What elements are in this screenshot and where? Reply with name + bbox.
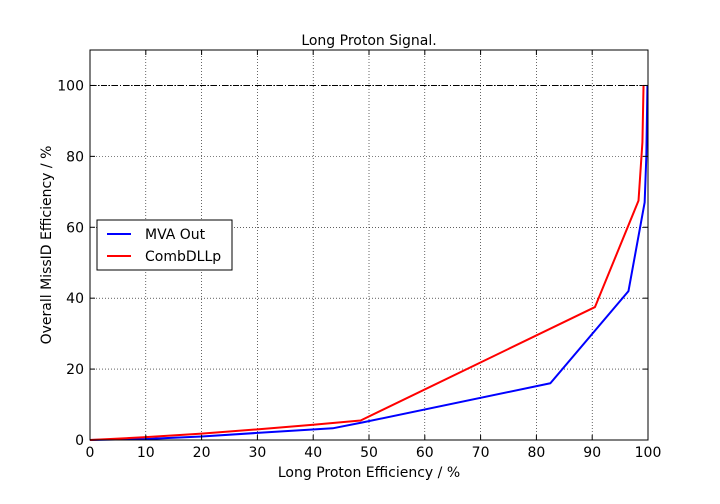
y-tick-label: 0 — [75, 433, 84, 449]
y-tick-label: 60 — [66, 220, 84, 236]
x-tick-label: 0 — [86, 445, 95, 461]
x-tick-label: 10 — [137, 445, 155, 461]
ticks: 0 10 20 30 40 50 60 70 80 90 100 0 20 40 60 80 100 — [57, 50, 661, 461]
x-axis-label: Long Proton Efficiency / % — [278, 465, 460, 481]
series-line-combdllp — [89, 85, 645, 441]
y-axis-label: Overall MissID Efficiency / % — [39, 146, 55, 345]
y-tick-label: 20 — [66, 362, 84, 378]
x-tick-label: 70 — [472, 445, 490, 461]
x-tick-label: 100 — [635, 445, 662, 461]
x-tick-label: 80 — [527, 445, 545, 461]
y-tick-label: 80 — [66, 149, 84, 165]
x-tick-label: 50 — [360, 445, 378, 461]
series-line-mva-out — [89, 85, 649, 441]
series-layer — [89, 85, 649, 441]
x-tick-label: 60 — [416, 445, 434, 461]
legend: MVA Out CombDLLp — [96, 219, 233, 271]
legend-box — [96, 219, 233, 271]
x-tick-label: 20 — [193, 445, 211, 461]
x-tick-label: 30 — [248, 445, 266, 461]
legend-mva-out-label: MVA Out — [145, 227, 206, 243]
legend-combdllp-label: CombDLLp — [145, 249, 221, 265]
y-tick-label: 40 — [66, 291, 84, 307]
x-tick-label: 40 — [304, 445, 322, 461]
x-tick-label: 90 — [583, 445, 601, 461]
chart-title: Long Proton Signal. — [301, 33, 436, 49]
y-tick-label: 100 — [57, 78, 84, 94]
